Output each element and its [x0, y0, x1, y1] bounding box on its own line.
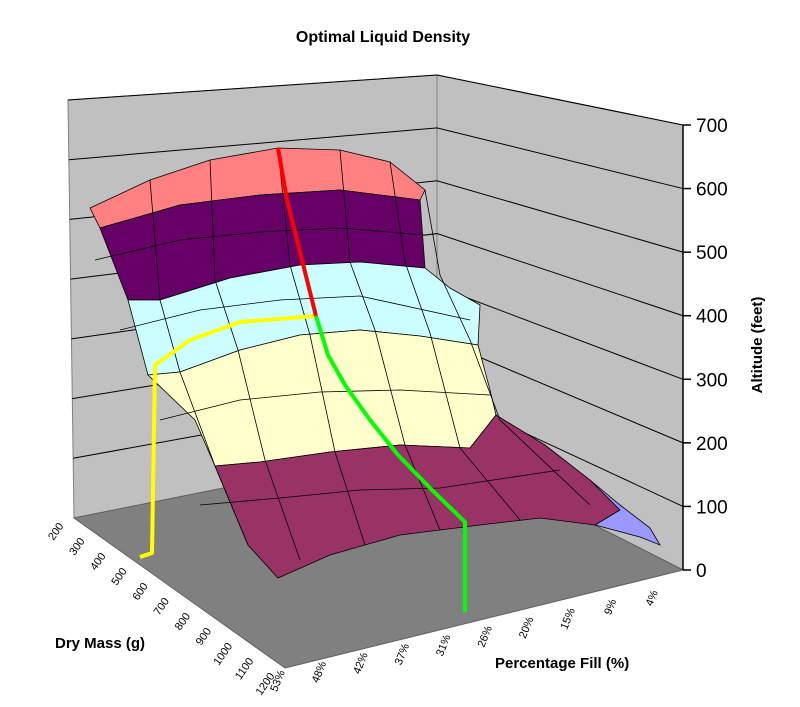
chart-title: Optimal Liquid Density — [296, 29, 470, 46]
z-tick-label: 0 — [696, 561, 707, 582]
mesh-line — [199, 469, 561, 506]
x-tick-label: 31% — [434, 633, 453, 658]
x-axis-ticks: 53% 48% 42% 37% 31% 26% 20% 15% 9% 4% — [268, 588, 660, 693]
z-tick-label: 100 — [696, 497, 728, 518]
surface-band — [589, 479, 661, 546]
y-tick-label: 1100 — [233, 656, 256, 682]
x-tick-label: 37% — [393, 642, 412, 667]
y-tick-label: 600 — [130, 581, 150, 603]
mesh-line — [209, 159, 301, 561]
x-axis-title: Percentage Fill (%) — [495, 655, 629, 672]
mesh-line — [94, 227, 426, 261]
y-tick-label: 500 — [109, 566, 129, 588]
x-tick-label: 53% — [268, 668, 287, 693]
mesh-line — [424, 189, 591, 506]
wall-gridline — [68, 127, 684, 190]
z-tick-label: 600 — [696, 180, 728, 201]
surface — [89, 147, 661, 579]
z-tick-label: 700 — [696, 116, 728, 137]
y-axis-title: Dry Mass (g) — [55, 635, 145, 652]
x-tick-label: 20% — [517, 615, 536, 640]
y-tick-label: 700 — [152, 596, 172, 618]
y-tick-label: 300 — [67, 536, 87, 558]
mesh-line — [119, 295, 471, 331]
x-tick-label: 48% — [310, 660, 329, 685]
red-path — [276, 147, 318, 317]
z-axis-title: Altitude (feet) — [749, 297, 766, 394]
x-tick-label: 4% — [644, 588, 661, 607]
z-tick-label: 500 — [696, 243, 728, 264]
y-tick-label: 900 — [194, 626, 214, 648]
x-tick-label: 15% — [559, 606, 578, 631]
mesh-line — [389, 161, 521, 521]
y-tick-label: 800 — [173, 611, 193, 633]
green-path — [314, 315, 467, 612]
y-tick-label: 400 — [88, 551, 108, 573]
x-tick-label: 9% — [602, 597, 619, 616]
y-tick-label: 200 — [46, 521, 66, 543]
wall-gridline — [67, 74, 684, 126]
z-axis-ticks: 0 100 200 300 400 500 600 700 — [683, 116, 728, 582]
yellow-path — [139, 314, 317, 559]
surface-mesh — [94, 147, 591, 561]
mesh-line — [159, 389, 491, 421]
z-tick-label: 300 — [696, 370, 728, 391]
y-tick-label: 1000 — [211, 641, 235, 668]
x-tick-label: 26% — [476, 624, 495, 649]
mesh-line — [277, 147, 366, 546]
mesh-line — [149, 179, 249, 546]
z-tick-label: 400 — [696, 307, 728, 328]
z-tick-label: 200 — [696, 434, 728, 455]
x-tick-label: 42% — [351, 651, 370, 676]
